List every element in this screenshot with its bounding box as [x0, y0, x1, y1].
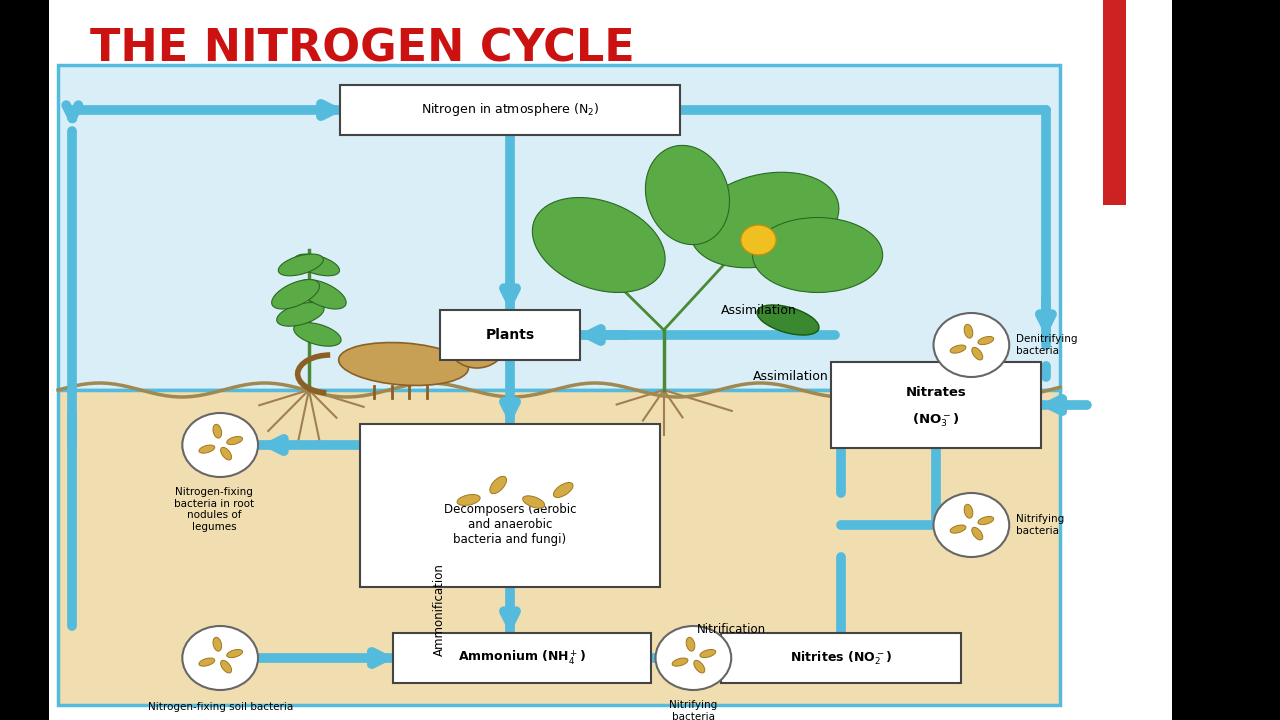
Text: Nitrogen-fixing soil bacteria: Nitrogen-fixing soil bacteria	[147, 702, 293, 712]
Text: Plants: Plants	[485, 328, 535, 342]
Ellipse shape	[278, 254, 324, 276]
FancyBboxPatch shape	[831, 362, 1041, 448]
Ellipse shape	[553, 482, 573, 498]
Text: Nitrates: Nitrates	[905, 387, 966, 400]
Ellipse shape	[198, 445, 215, 453]
FancyBboxPatch shape	[361, 423, 659, 587]
Text: Nitrites (NO$_2^-$): Nitrites (NO$_2^-$)	[790, 649, 892, 667]
Text: Nitrification: Nitrification	[698, 623, 767, 636]
Ellipse shape	[227, 436, 242, 445]
Ellipse shape	[490, 477, 507, 494]
FancyBboxPatch shape	[339, 85, 681, 135]
FancyBboxPatch shape	[58, 390, 1060, 705]
Circle shape	[182, 626, 259, 690]
Ellipse shape	[212, 637, 221, 651]
Text: (NO$_3^-$): (NO$_3^-$)	[913, 411, 960, 428]
Ellipse shape	[753, 217, 883, 292]
FancyBboxPatch shape	[556, 538, 571, 562]
Text: Assimilation: Assimilation	[721, 304, 796, 317]
Ellipse shape	[293, 323, 340, 346]
Text: Nitrogen in atmosphere (N$_2$): Nitrogen in atmosphere (N$_2$)	[421, 102, 599, 119]
Ellipse shape	[700, 649, 716, 657]
Ellipse shape	[964, 324, 973, 338]
Text: Nitrogen-fixing
bacteria in root
nodules of
legumes: Nitrogen-fixing bacteria in root nodules…	[174, 487, 255, 532]
Ellipse shape	[294, 254, 339, 276]
Circle shape	[933, 313, 1009, 377]
Circle shape	[741, 225, 776, 255]
Ellipse shape	[227, 649, 242, 657]
Ellipse shape	[532, 197, 666, 292]
Ellipse shape	[494, 345, 512, 355]
Text: Ammonification: Ammonification	[433, 563, 445, 656]
Ellipse shape	[220, 447, 232, 460]
Ellipse shape	[339, 343, 468, 385]
Ellipse shape	[950, 525, 966, 534]
Text: THE NITROGEN CYCLE: THE NITROGEN CYCLE	[90, 28, 635, 71]
Ellipse shape	[978, 516, 993, 525]
FancyBboxPatch shape	[721, 633, 961, 683]
FancyBboxPatch shape	[440, 310, 580, 360]
Ellipse shape	[672, 658, 687, 666]
Text: Nitrifying
bacteria: Nitrifying bacteria	[1016, 514, 1065, 536]
Ellipse shape	[276, 302, 324, 326]
Ellipse shape	[457, 495, 480, 505]
Ellipse shape	[964, 504, 973, 518]
Text: Assimilation: Assimilation	[753, 370, 828, 383]
FancyBboxPatch shape	[462, 537, 476, 560]
Text: Denitrifying
bacteria: Denitrifying bacteria	[1016, 334, 1078, 356]
Ellipse shape	[690, 172, 838, 268]
Ellipse shape	[271, 279, 320, 309]
Circle shape	[933, 493, 1009, 557]
Ellipse shape	[694, 660, 705, 673]
Ellipse shape	[645, 145, 730, 245]
Ellipse shape	[298, 279, 346, 309]
FancyBboxPatch shape	[58, 65, 1060, 390]
Text: Ammonium (NH$_4^+$): Ammonium (NH$_4^+$)	[458, 649, 586, 667]
Text: Nitrifying
bacteria: Nitrifying bacteria	[669, 700, 718, 720]
Circle shape	[182, 413, 259, 477]
Ellipse shape	[212, 424, 221, 438]
Circle shape	[448, 320, 506, 368]
Ellipse shape	[950, 345, 966, 354]
Ellipse shape	[686, 637, 695, 651]
Ellipse shape	[978, 336, 993, 345]
Ellipse shape	[972, 527, 983, 540]
Ellipse shape	[198, 658, 215, 666]
Ellipse shape	[756, 305, 819, 335]
Text: Decomposers (aerobic
and anaerobic
bacteria and fungi): Decomposers (aerobic and anaerobic bacte…	[444, 503, 576, 546]
Circle shape	[655, 626, 731, 690]
Ellipse shape	[522, 496, 545, 508]
Ellipse shape	[972, 347, 983, 360]
Ellipse shape	[220, 660, 232, 673]
FancyBboxPatch shape	[502, 522, 518, 550]
FancyBboxPatch shape	[393, 633, 650, 683]
